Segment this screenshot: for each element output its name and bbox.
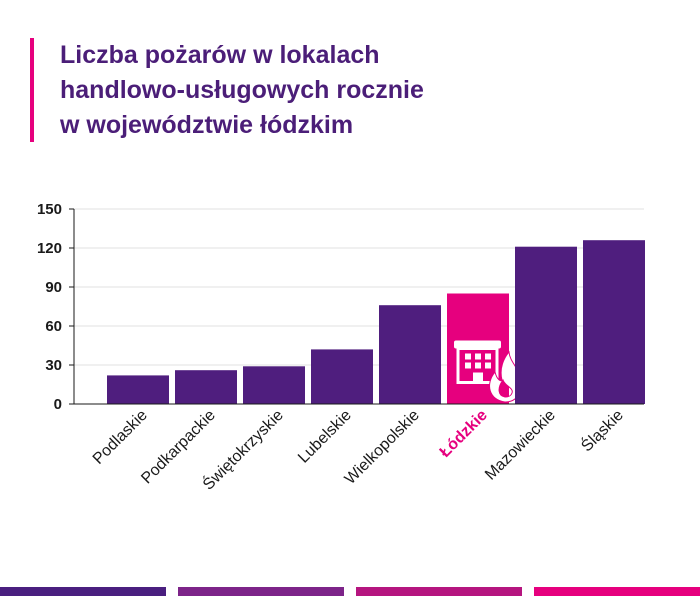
title-accent-bar [30, 38, 34, 142]
building-fire-icon [454, 340, 501, 384]
x-tick-label: Mazowieckie [482, 407, 559, 484]
bar [311, 349, 373, 404]
y-tick-label: 60 [45, 318, 62, 335]
footer-color-strip [0, 587, 700, 596]
bar [379, 305, 441, 404]
bar [583, 240, 645, 404]
footer-segment-2 [178, 587, 344, 596]
chart-title-line-1: Liczba pożarów w lokalach [60, 41, 380, 69]
bar [515, 246, 577, 404]
y-tick-label: 150 [37, 201, 62, 218]
footer-segment-4 [534, 587, 700, 596]
y-tick-label: 0 [54, 396, 62, 413]
x-tick-label: Podlaskie [90, 407, 151, 468]
x-tick-label: Łódzkie [437, 407, 491, 461]
y-tick-label: 120 [37, 240, 62, 257]
chart-title: Liczba pożarów w lokalach handlowo-usług… [60, 38, 620, 143]
bar-chart: 0306090120150PodlaskiePodkarpackieŚwięto… [37, 201, 645, 494]
footer-segment-3 [356, 587, 522, 596]
y-tick-label: 90 [45, 279, 62, 296]
chart-title-line-3: w województwie łódzkim [60, 111, 354, 139]
x-tick-label: Śląskie [577, 405, 627, 455]
x-tick-label: Lubelskie [295, 407, 355, 467]
bar [243, 366, 305, 404]
footer-segment-1 [0, 587, 166, 596]
bar [107, 375, 169, 404]
bar [175, 370, 237, 404]
y-tick-label: 30 [45, 357, 62, 374]
chart-title-line-2: handlowo-usługowych rocznie [60, 76, 424, 104]
